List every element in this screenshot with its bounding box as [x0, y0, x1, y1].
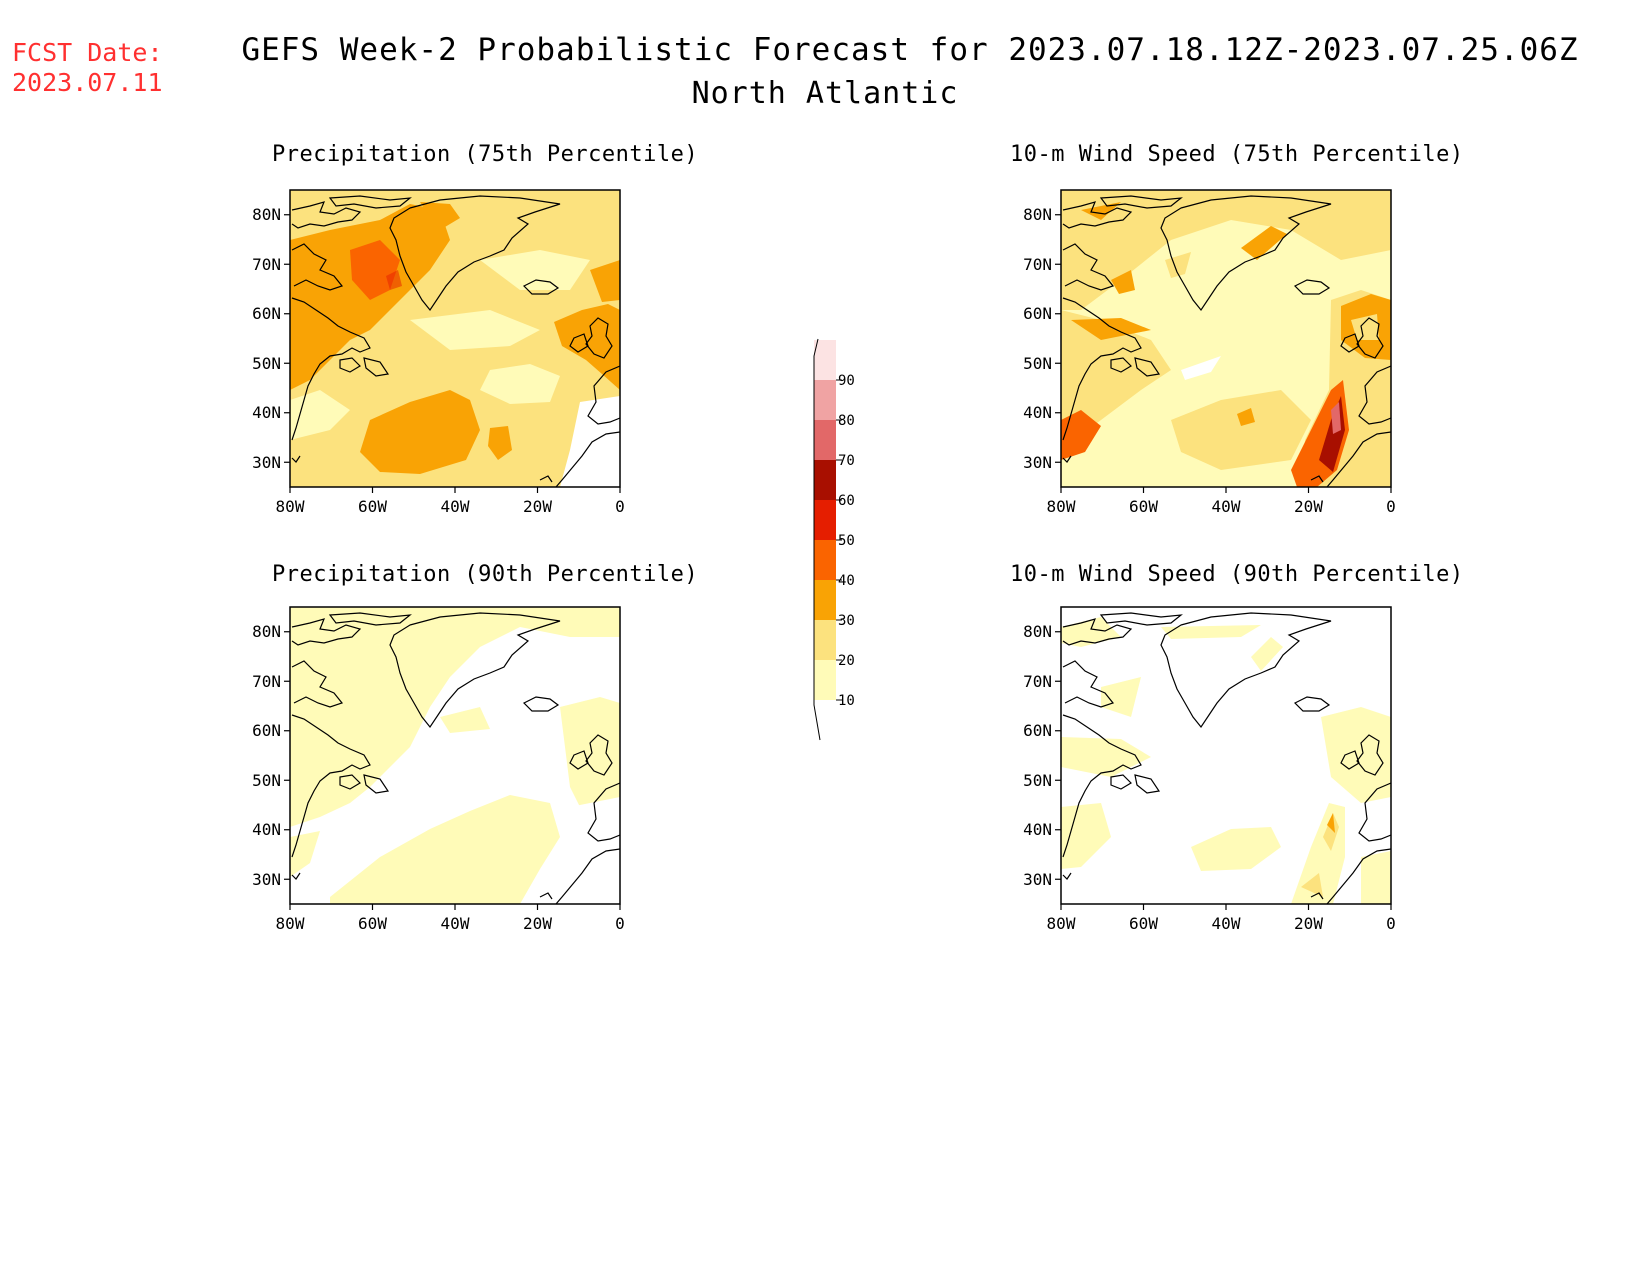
colorbar-label: 10: [838, 693, 855, 709]
lon-label: 60W: [358, 914, 387, 933]
map-precip-75: 80W 60W 40W 20W 0 80N 70N 60N 50N 40N 30…: [252, 190, 625, 516]
colorbar-swatch: [814, 340, 836, 380]
colorbar-label: 70: [838, 453, 855, 469]
lat-label: 80N: [1023, 622, 1052, 641]
lon-label: 60W: [1129, 914, 1158, 933]
map-wind-75: 80W 60W 40W 20W 0 80N 70N 60N 50N 40N 30…: [1023, 190, 1396, 516]
colorbar-swatch: [814, 380, 836, 420]
colorbar-swatch: [814, 460, 836, 500]
lat-label: 60N: [1023, 304, 1052, 323]
lon-label: 40W: [441, 914, 470, 933]
lon-label: 20W: [1294, 914, 1323, 933]
lon-label: 60W: [358, 497, 387, 516]
lon-label: 0: [615, 914, 625, 933]
lon-label: 20W: [523, 497, 552, 516]
lat-label: 40N: [252, 820, 281, 839]
lat-label: 80N: [252, 622, 281, 641]
lat-label: 70N: [1023, 255, 1052, 274]
lat-label: 40N: [252, 403, 281, 422]
lon-label: 80W: [276, 497, 305, 516]
lon-label: 40W: [441, 497, 470, 516]
colorbar-label: 40: [838, 573, 855, 589]
lat-label: 30N: [252, 870, 281, 889]
colorbar-label: 80: [838, 413, 855, 429]
lon-label: 40W: [1212, 914, 1241, 933]
lat-label: 80N: [252, 205, 281, 224]
lat-label: 30N: [1023, 453, 1052, 472]
lat-label: 70N: [252, 255, 281, 274]
lon-label: 0: [1386, 914, 1396, 933]
lon-label: 80W: [1047, 497, 1076, 516]
lat-label: 50N: [252, 354, 281, 373]
lat-label: 60N: [1023, 721, 1052, 740]
colorbar-swatch: [814, 620, 836, 660]
colorbar-swatch: [814, 660, 836, 700]
colorbar-swatch: [814, 580, 836, 620]
lon-label: 60W: [1129, 497, 1158, 516]
colorbar: 10 20 30 40 50 60 70 80 90: [814, 339, 855, 740]
lon-label: 20W: [523, 914, 552, 933]
lat-label: 30N: [1023, 870, 1052, 889]
lat-label: 70N: [252, 672, 281, 691]
lon-label: 80W: [1047, 914, 1076, 933]
colorbar-swatch: [814, 540, 836, 580]
lat-label: 70N: [1023, 672, 1052, 691]
colorbar-label: 20: [838, 653, 855, 669]
colorbar-swatch: [814, 420, 836, 460]
colorbar-label: 60: [838, 493, 855, 509]
lat-label: 80N: [1023, 205, 1052, 224]
map-precip-90: 80W 60W 40W 20W 0 80N 70N 60N 50N 40N 30…: [252, 607, 625, 933]
colorbar-label: 90: [838, 373, 855, 389]
lat-label: 50N: [252, 771, 281, 790]
lon-label: 0: [615, 497, 625, 516]
lat-label: 50N: [1023, 771, 1052, 790]
lat-label: 60N: [252, 304, 281, 323]
lon-label: 0: [1386, 497, 1396, 516]
lon-label: 80W: [276, 914, 305, 933]
colorbar-label: 50: [838, 533, 855, 549]
colorbar-swatch: [814, 500, 836, 540]
colorbar-label: 30: [838, 613, 855, 629]
lon-label: 40W: [1212, 497, 1241, 516]
lon-label: 20W: [1294, 497, 1323, 516]
lat-label: 40N: [1023, 820, 1052, 839]
lat-label: 50N: [1023, 354, 1052, 373]
map-wind-90: 80W 60W 40W 20W 0 80N 70N 60N 50N 40N 30…: [1023, 607, 1396, 933]
lat-label: 30N: [252, 453, 281, 472]
lat-label: 60N: [252, 721, 281, 740]
lat-label: 40N: [1023, 403, 1052, 422]
